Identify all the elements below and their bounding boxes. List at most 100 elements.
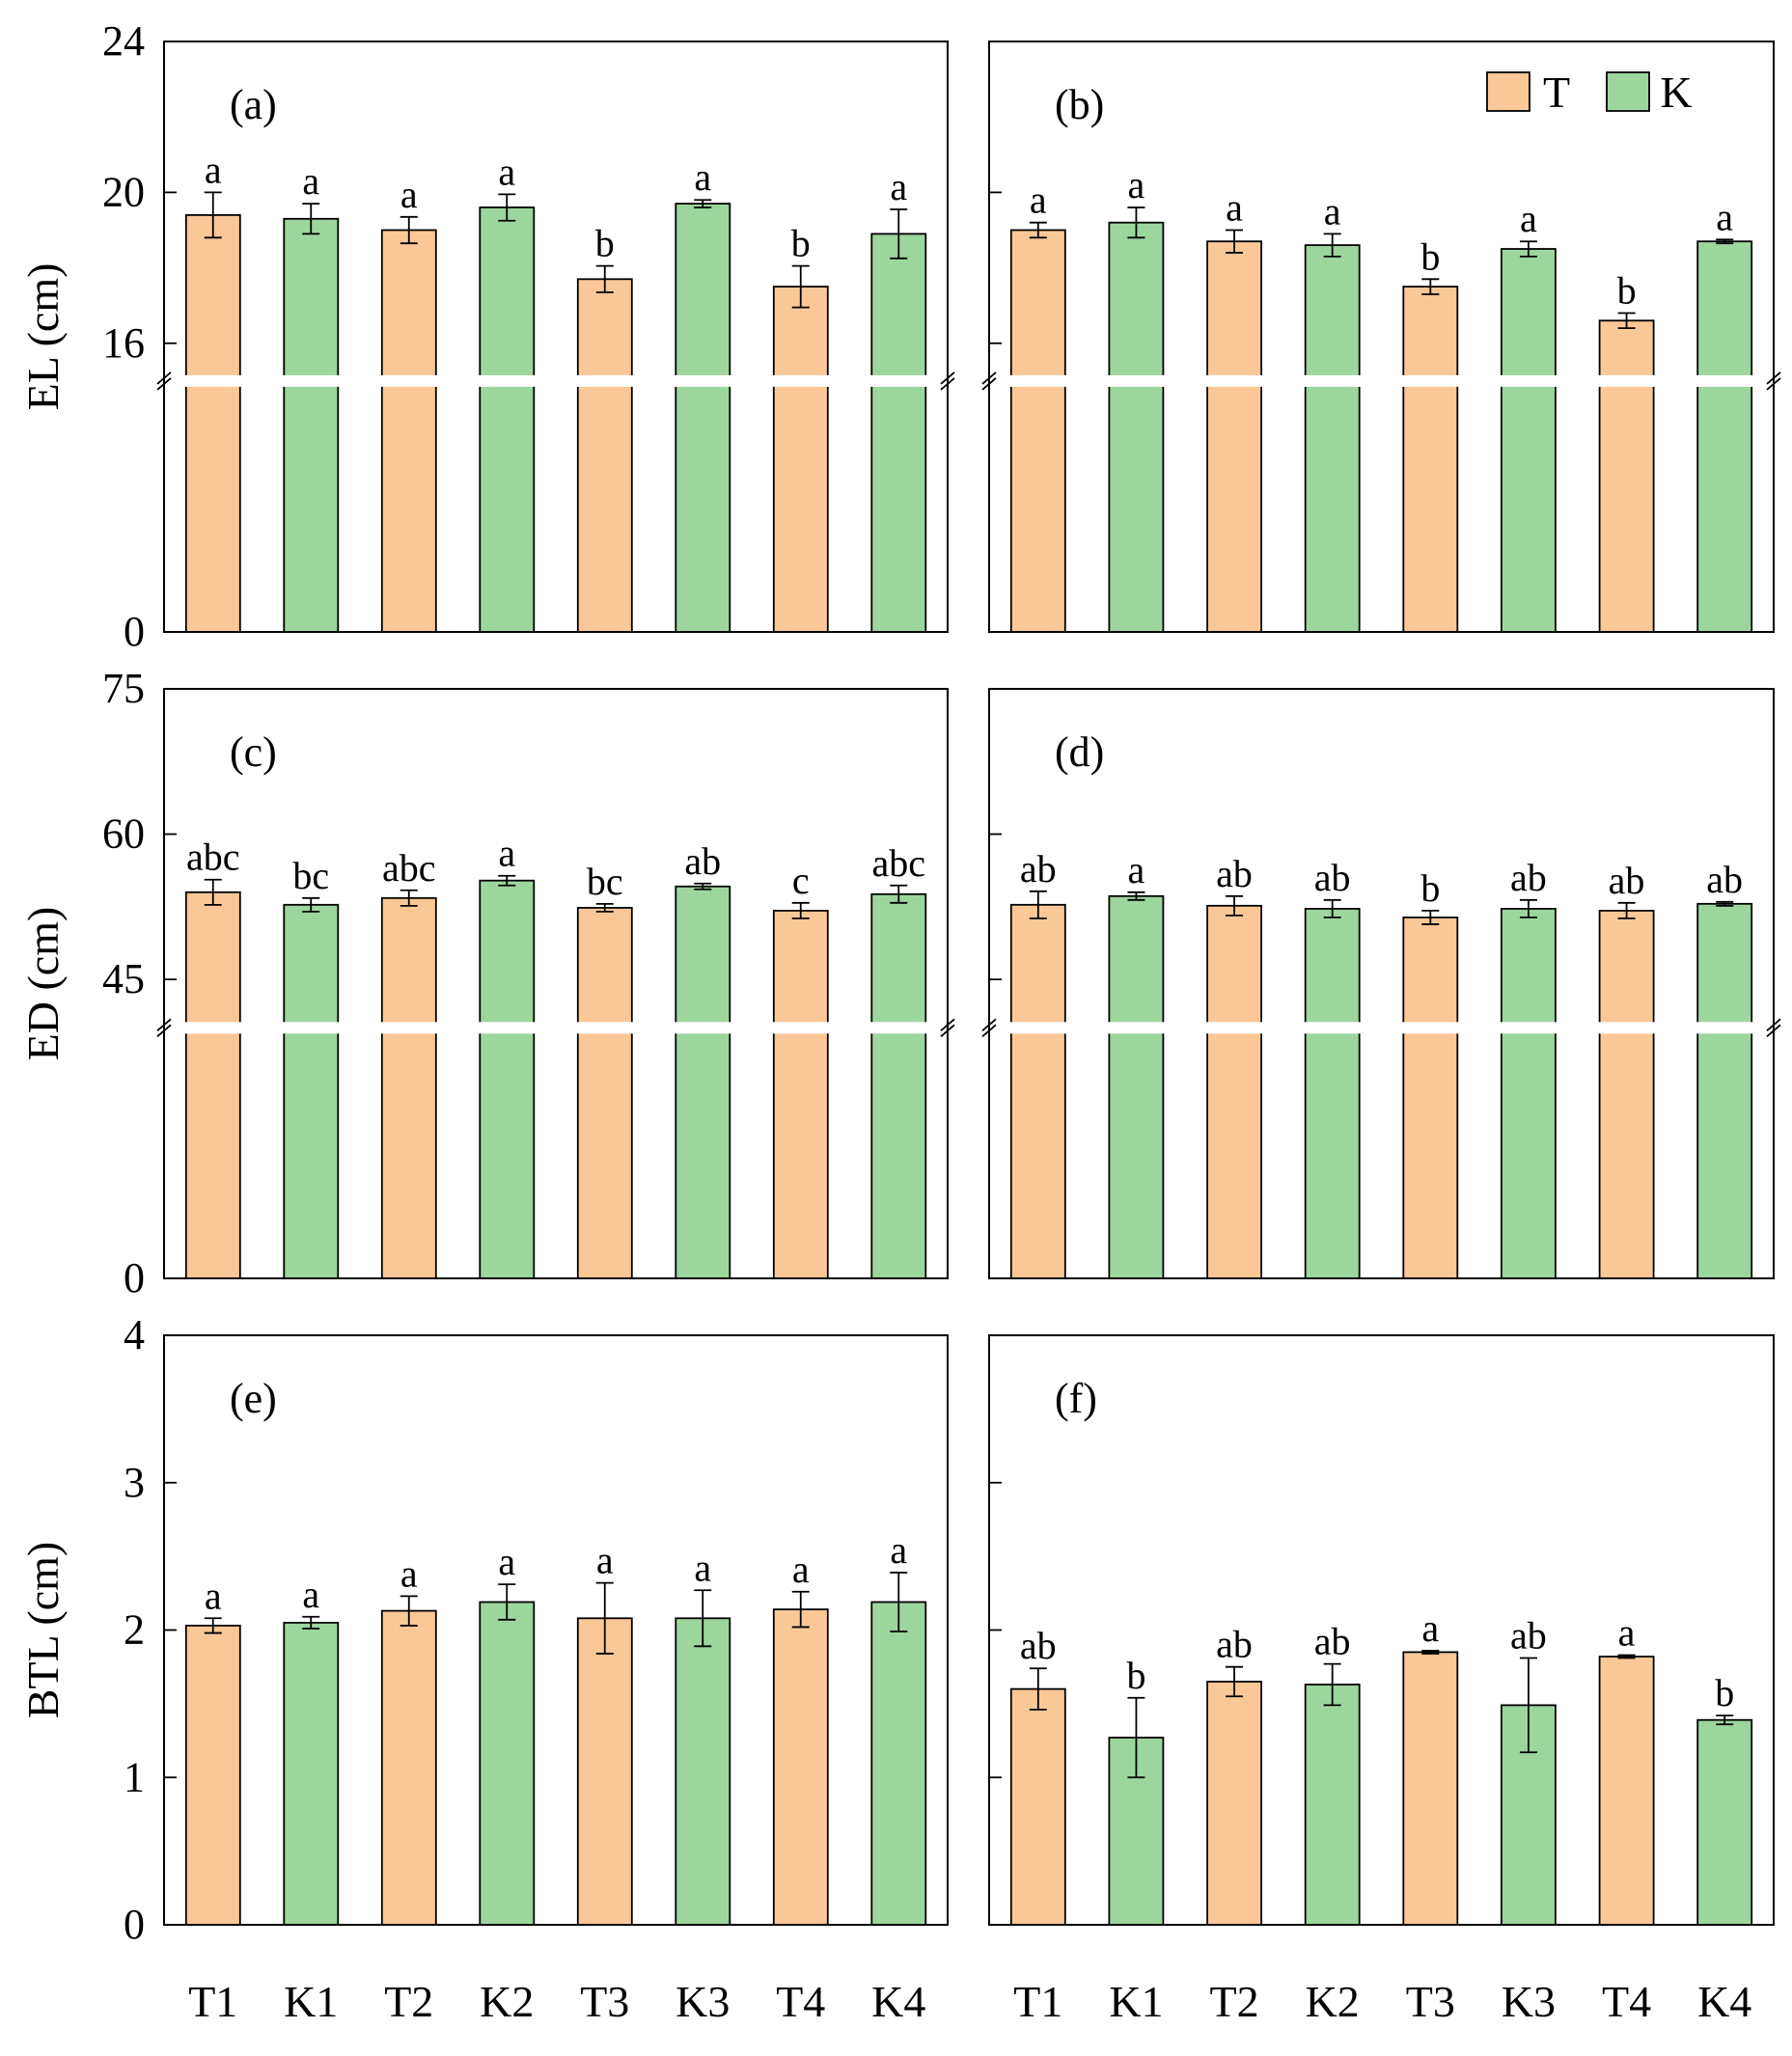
bar-K3 (1501, 248, 1557, 633)
x-tick-label-T3: T3 (1406, 1977, 1455, 2026)
bar-T3 (576, 907, 633, 1279)
significance-letter-K3: ab (1510, 856, 1547, 899)
bar-K4 (1696, 240, 1753, 633)
significance-letter-T3: b (595, 222, 615, 265)
bar-K2 (479, 1601, 536, 1926)
significance-letter-T4: a (792, 1548, 810, 1591)
significance-letter-T3: b (1420, 866, 1440, 910)
bar-T1 (1009, 229, 1066, 633)
panel-frame (163, 688, 949, 1279)
x-tick-label-K2: K2 (1306, 1977, 1360, 2026)
axis-break-gap (165, 1022, 947, 1034)
significance-letter-T1: a (205, 148, 222, 191)
bar-T3 (1402, 1651, 1459, 1926)
bar-K2 (1304, 1684, 1361, 1926)
significance-letter-T1: a (205, 1574, 222, 1617)
significance-letter-K1: a (1128, 848, 1145, 891)
significance-letter-T4: b (791, 222, 811, 265)
y-tick-label-0: 0 (124, 1901, 145, 1948)
significance-letter-K1: bc (292, 854, 329, 897)
bar-T4 (772, 910, 829, 1279)
significance-letter-K4: b (1715, 1671, 1734, 1714)
significance-letter-K3: a (694, 155, 711, 199)
significance-letter-T2: abc (382, 846, 436, 890)
bar-T1 (184, 213, 241, 633)
bar-K1 (283, 217, 340, 633)
bar-K3 (675, 203, 731, 633)
x-tick-label-K1: K1 (284, 1977, 338, 2026)
bar-T2 (1206, 904, 1262, 1279)
significance-letter-T1: ab (1020, 1624, 1057, 1667)
legend-label-T: T (1543, 68, 1570, 117)
x-tick-label-K4: K4 (871, 1977, 925, 2026)
significance-letter-K4: a (1716, 195, 1733, 238)
axis-break-gap (990, 374, 1773, 387)
bar-T4 (772, 1608, 829, 1926)
significance-letter-K2: a (498, 1540, 515, 1583)
x-tick-label-K1: K1 (1109, 1977, 1163, 2026)
bar-K2 (1304, 908, 1361, 1279)
bar-T1 (184, 891, 241, 1279)
bar-K1 (1108, 221, 1165, 633)
panel-label: (a) (230, 81, 277, 128)
bar-K4 (870, 1601, 927, 1926)
y-tick-label-0: 0 (124, 608, 145, 655)
significance-letter-T3: a (596, 1539, 614, 1582)
significance-letter-K2: a (498, 150, 515, 193)
bar-K3 (1501, 908, 1557, 1279)
significance-letter-T2: a (400, 173, 418, 216)
significance-letter-T4: ab (1609, 859, 1645, 902)
bar-K1 (283, 903, 340, 1279)
bar-T4 (1598, 910, 1655, 1279)
significance-letter-T2: ab (1216, 852, 1253, 895)
bar-T1 (1009, 903, 1066, 1279)
y-tick-label-75: 75 (102, 665, 145, 712)
significance-letter-K4: ab (1706, 858, 1743, 901)
significance-letter-K3: a (1520, 197, 1537, 240)
significance-letter-K2: ab (1314, 856, 1351, 899)
bar-T2 (1206, 240, 1262, 633)
bar-K2 (479, 206, 536, 633)
panel-frame (163, 1334, 949, 1926)
significance-letter-K1: b (1126, 1654, 1145, 1697)
significance-letter-K1: a (302, 1573, 319, 1616)
significance-letter-K4: a (890, 1528, 907, 1572)
bar-T2 (380, 896, 437, 1279)
x-tick-label-T2: T2 (1210, 1977, 1259, 2026)
bar-T1 (1009, 1687, 1066, 1926)
bar-K3 (675, 1617, 731, 1926)
significance-letter-K1: a (1128, 163, 1145, 206)
panel-e: a a a a a a a a 0 1 2 3 4 BTL (cm) (e) T1 K1 T2 K2 T3 K3 T4 K4 (18, 1311, 949, 2026)
legend-label-K: K (1660, 68, 1692, 117)
bar-K4 (870, 892, 927, 1279)
panel-frame (988, 1334, 1775, 1926)
bar-T3 (1402, 286, 1459, 633)
bar-T1 (184, 1625, 241, 1926)
bar-K4 (1696, 1718, 1753, 1926)
bar-K4 (870, 233, 927, 633)
significance-letter-T2: a (1226, 186, 1243, 230)
y-axis-label: EL (cm) (18, 263, 68, 411)
panel-frame (163, 41, 949, 633)
bar-T4 (1598, 1656, 1655, 1926)
significance-letter-T2: a (400, 1551, 418, 1595)
bar-T3 (576, 1617, 633, 1926)
panel-a: a a a a b a b a 0 16 20 24 EL (cm) (a) (18, 17, 955, 655)
y-tick-label-24: 24 (102, 17, 145, 65)
significance-letter-T3: bc (587, 860, 623, 903)
y-tick-label-20: 20 (102, 168, 145, 215)
y-tick-label-45: 45 (102, 955, 145, 1002)
y-tick-label-3: 3 (124, 1459, 145, 1506)
panel-label: (e) (230, 1375, 277, 1422)
significance-letter-T3: a (1421, 1606, 1439, 1650)
bar-T3 (576, 278, 633, 633)
axis-break-gap (990, 1022, 1773, 1034)
y-tick-label-2: 2 (124, 1606, 145, 1654)
y-tick-label-4: 4 (124, 1311, 145, 1358)
panel-label: (b) (1055, 81, 1104, 128)
x-tick-label-K3: K3 (1502, 1977, 1556, 2026)
